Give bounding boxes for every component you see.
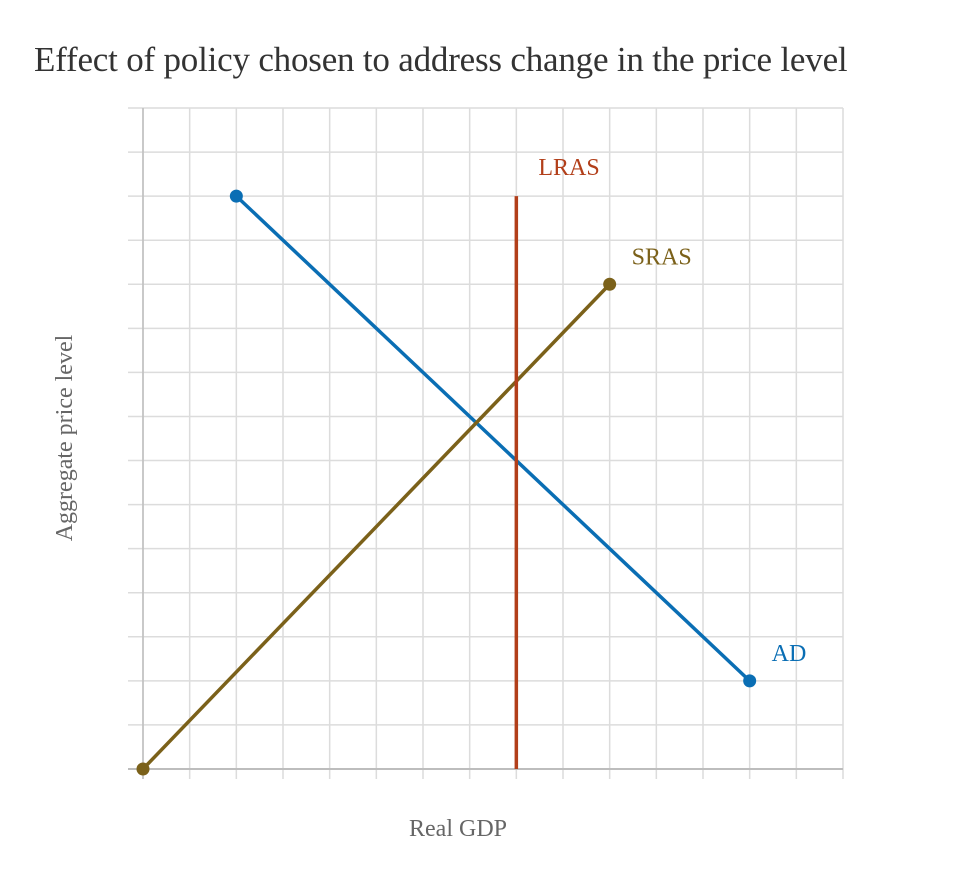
point-sras-1[interactable]: [603, 277, 617, 291]
series-layer: [136, 189, 757, 776]
chart-title: Effect of policy chosen to address chang…: [34, 40, 848, 79]
y-axis-label: Aggregate price level: [52, 334, 78, 541]
x-axis-label: Real GDP: [409, 816, 507, 842]
series-line-sras: [141, 283, 611, 771]
point-sras-0[interactable]: [136, 762, 150, 776]
axes: [128, 108, 843, 779]
series-line-ad: [235, 194, 751, 683]
series-label-lras: LRAS: [538, 155, 599, 181]
grid: [128, 107, 844, 779]
series-labels: AD SRAS LRAS: [538, 155, 806, 667]
point-ad-0[interactable]: [229, 189, 243, 203]
point-ad-1[interactable]: [743, 674, 757, 688]
series-label-ad: AD: [772, 641, 807, 667]
series-label-sras: SRAS: [632, 244, 692, 270]
